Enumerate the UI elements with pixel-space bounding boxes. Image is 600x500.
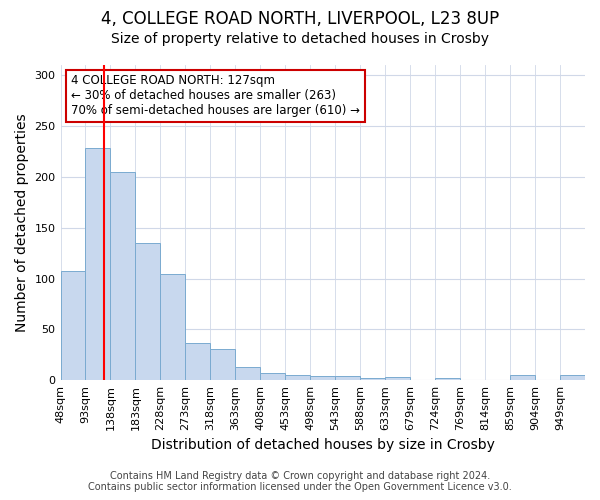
Y-axis label: Number of detached properties: Number of detached properties [15,114,29,332]
Bar [510,375,535,380]
Bar [210,348,235,380]
Text: Size of property relative to detached houses in Crosby: Size of property relative to detached ho… [111,32,489,46]
Bar [235,367,260,380]
Bar [136,243,160,380]
Bar [185,342,210,380]
Bar [560,375,585,380]
Text: Contains HM Land Registry data © Crown copyright and database right 2024.
Contai: Contains HM Land Registry data © Crown c… [88,471,512,492]
Bar [335,376,360,380]
Bar [310,376,335,380]
Bar [61,272,85,380]
Bar [285,375,310,380]
Bar [260,373,285,380]
Bar [385,377,410,380]
Bar [360,378,385,380]
Bar [436,378,460,380]
Bar [110,172,136,380]
Text: 4 COLLEGE ROAD NORTH: 127sqm
← 30% of detached houses are smaller (263)
70% of s: 4 COLLEGE ROAD NORTH: 127sqm ← 30% of de… [71,74,360,118]
Bar [160,274,185,380]
Text: 4, COLLEGE ROAD NORTH, LIVERPOOL, L23 8UP: 4, COLLEGE ROAD NORTH, LIVERPOOL, L23 8U… [101,10,499,28]
Bar [85,148,110,380]
X-axis label: Distribution of detached houses by size in Crosby: Distribution of detached houses by size … [151,438,495,452]
